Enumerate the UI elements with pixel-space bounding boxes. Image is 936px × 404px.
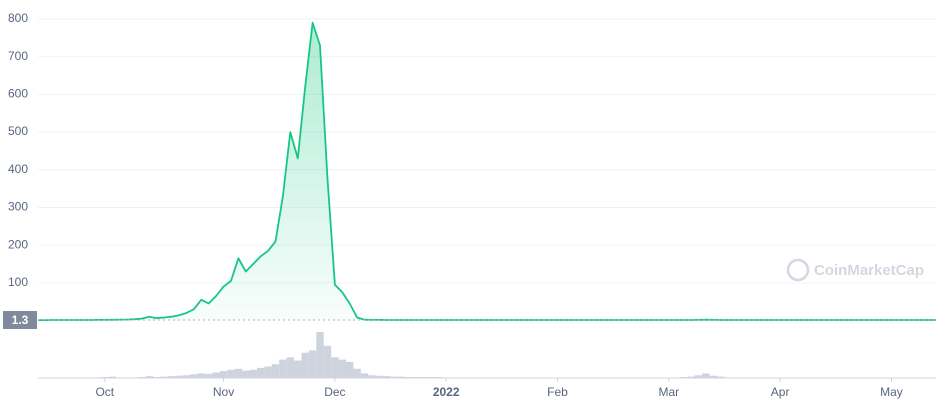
current-price-box [3,311,37,330]
volume-bar [331,357,339,378]
volume-bar [286,357,295,378]
volume-bar [219,371,228,378]
volume-bar [412,377,421,378]
y-tick-label: 700 [8,49,28,63]
volume-bar [420,377,428,378]
volume-bar [167,376,176,378]
y-tick-label: 600 [8,87,28,101]
y-tick-label: 500 [8,124,28,138]
volume-bar [279,359,287,378]
y-tick-label: 100 [8,275,28,289]
volume-bar [353,368,361,378]
y-tick-label: 300 [8,200,28,214]
volume-bar [101,377,109,378]
volume-bar [360,373,369,378]
volume-bar [153,377,161,378]
volume-bar [397,376,406,378]
volume-bar [145,376,154,378]
volume-bar [323,345,332,378]
x-tick-label: Feb [547,385,568,399]
volume-bar [212,372,220,378]
volume-bar [301,352,309,378]
volume-bar [375,375,384,378]
watermark: CoinMarketCap [786,258,924,282]
volume-bar [204,373,213,378]
volume-bar [249,369,257,378]
volume-bar [702,373,710,378]
volume-bar [294,360,302,378]
volume-bar [345,361,354,378]
volume-bar [308,350,317,378]
volume-bar [182,375,191,378]
x-tick-label: 2022 [433,385,460,399]
volume-bar [242,370,250,378]
volume-bar [383,376,391,378]
volume-bar [694,375,703,378]
volume-bar [190,374,198,378]
volume-bar [435,377,443,378]
volume-bar [679,377,688,378]
y-tick-label: 200 [8,237,28,251]
volume-bar [717,376,725,378]
volume-bar [108,376,116,378]
x-tick-label: Apr [771,385,790,399]
volume-bar [427,377,436,378]
volume-bar [175,375,183,378]
y-tick-label: 800 [8,11,28,25]
y-tick-label: 400 [8,162,28,176]
x-tick-label: May [880,385,903,399]
volume-bar [405,377,413,378]
volume-bar [709,375,718,378]
x-tick-label: Nov [213,385,234,399]
volume-bar [256,367,265,378]
volume-bar [138,377,146,378]
volume-bar [271,364,280,378]
volume-bar [390,376,398,378]
x-tick-label: Mar [658,385,679,399]
volume-bar [338,359,346,378]
volume-bar [368,375,376,378]
x-tick-label: Dec [324,385,345,399]
x-tick-label: Oct [95,385,114,399]
volume-bar [687,376,695,378]
volume-bar [160,376,168,378]
current-price-label: 1.3 [12,313,29,327]
volume-bar [316,332,324,378]
price-line [38,21,936,321]
price-area [38,22,936,321]
volume-bar [227,369,235,378]
volume-bar [264,366,272,378]
watermark-text: CoinMarketCap [814,262,924,279]
volume-bar [197,373,205,378]
volume-bar [234,368,243,378]
